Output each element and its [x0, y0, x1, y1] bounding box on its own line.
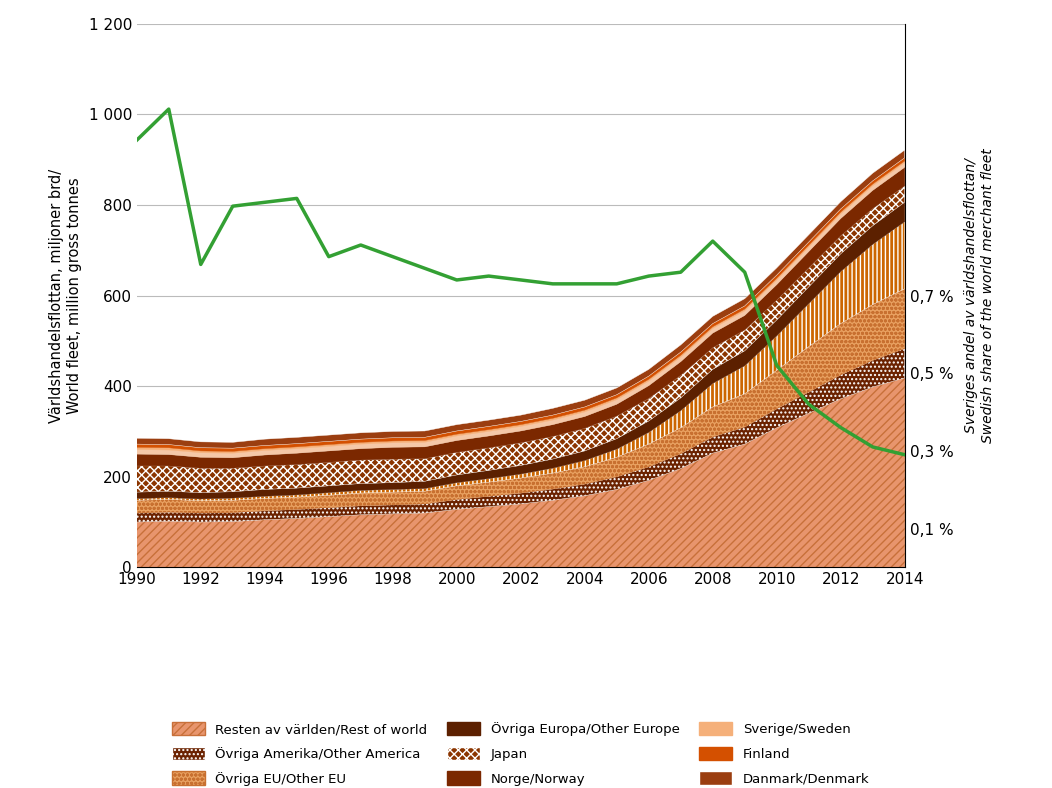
Legend: Resten av världen/Rest of world, Övriga Amerika/Other America, Övriga EU/Other E: Resten av världen/Rest of world, Övriga … — [165, 716, 876, 788]
Y-axis label: Världshandelsflottan, miljoner brd/
World fleet, million gross tonnes: Världshandelsflottan, miljoner brd/ Worl… — [49, 169, 82, 422]
Y-axis label: Sveriges andel av världshandelsflottan/
Swedish share of the world merchant flee: Sveriges andel av världshandelsflottan/ … — [965, 148, 994, 443]
